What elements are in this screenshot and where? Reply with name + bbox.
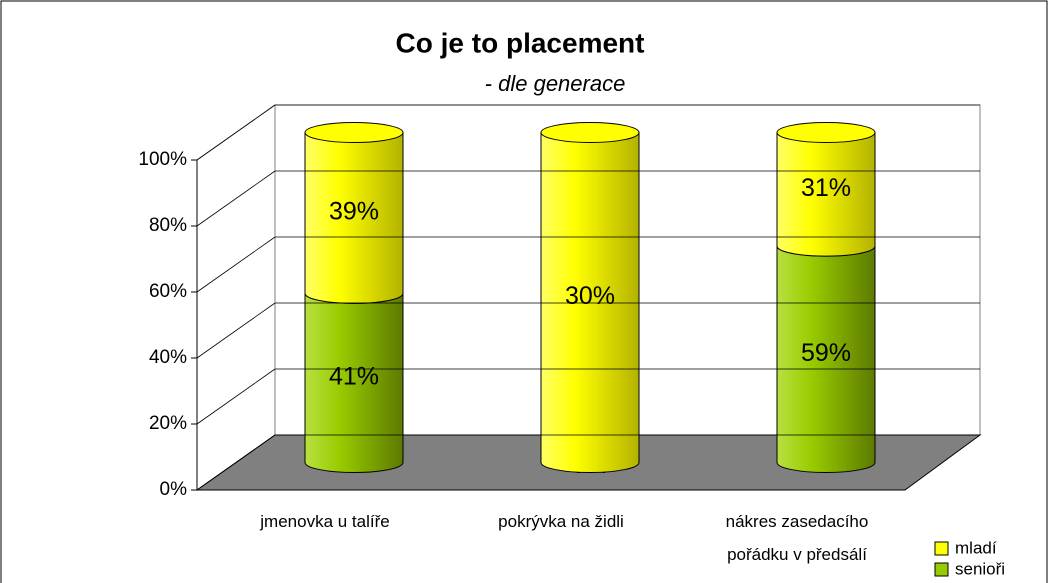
bar-body bbox=[304, 292, 404, 473]
data-label: 39% bbox=[329, 198, 379, 226]
y-tick-label: 20% bbox=[149, 413, 187, 434]
chart-title: Co je to placement bbox=[396, 27, 645, 58]
x-tick-label: nákres zasedacího pořádku v předsálí bbox=[726, 512, 869, 564]
y-tick-label: 80% bbox=[149, 215, 187, 236]
legend-label: senioři bbox=[955, 559, 1005, 578]
y-tick-label: 100% bbox=[138, 149, 187, 170]
bar bbox=[304, 122, 404, 304]
bar-top bbox=[304, 122, 404, 143]
bar-body bbox=[540, 132, 640, 473]
bar bbox=[776, 122, 876, 257]
bar-top bbox=[776, 122, 876, 143]
x-tick-label: jmenovka u talíře bbox=[259, 512, 389, 531]
bar-body bbox=[776, 132, 876, 257]
grid-line bbox=[196, 236, 276, 293]
grid-line bbox=[196, 104, 276, 161]
data-label: 31% bbox=[801, 174, 851, 202]
x-tick-label: pokrývka na židli bbox=[498, 512, 624, 531]
legend-swatch bbox=[934, 562, 949, 577]
y-tick-label: 40% bbox=[149, 347, 187, 368]
chart-subtitle: - dle generace bbox=[485, 71, 626, 96]
data-label: 41% bbox=[329, 363, 379, 391]
grid-line bbox=[196, 302, 276, 359]
data-label: 59% bbox=[801, 339, 851, 367]
y-tick-label: 60% bbox=[149, 281, 187, 302]
legend-label: mladí bbox=[955, 538, 997, 557]
grid-line bbox=[196, 434, 276, 491]
side-wall bbox=[196, 104, 276, 491]
legend-swatch bbox=[934, 541, 949, 556]
grid-line bbox=[196, 368, 276, 425]
data-label: 30% bbox=[565, 282, 615, 310]
bar-top bbox=[540, 122, 640, 143]
bar bbox=[540, 122, 640, 473]
grid-line bbox=[196, 170, 276, 227]
y-tick-label: 0% bbox=[160, 479, 188, 500]
